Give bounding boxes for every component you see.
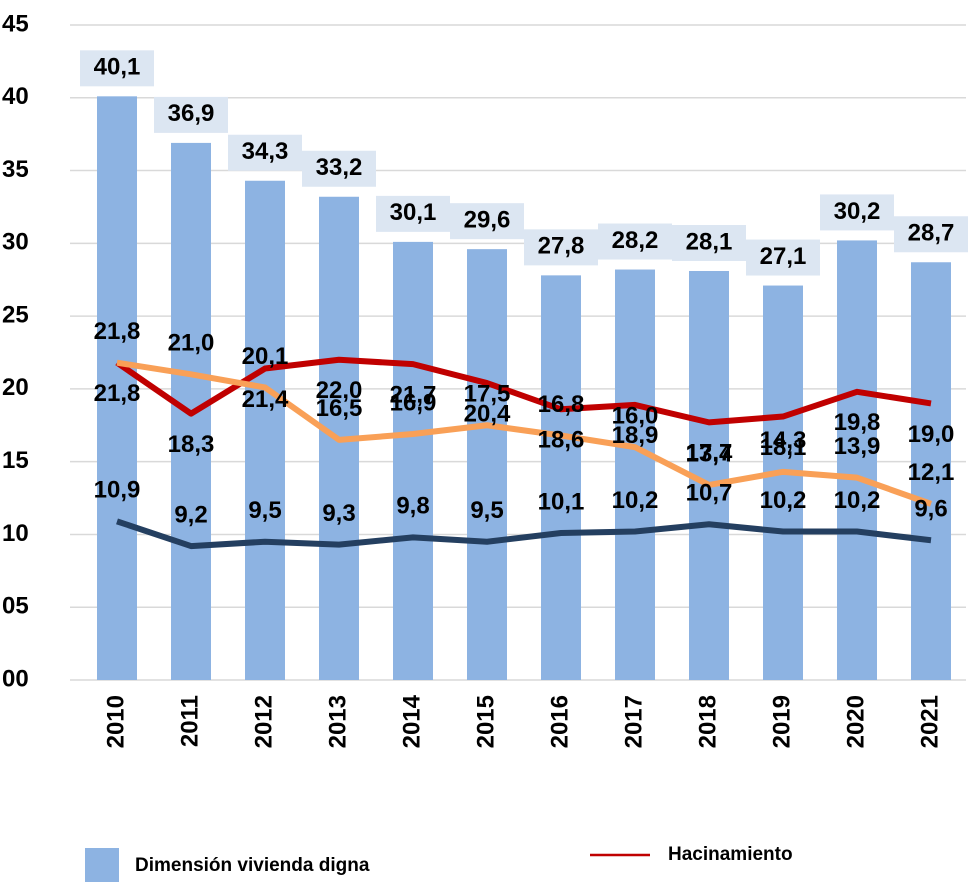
data-label: 16,5 (316, 395, 363, 422)
data-label: 40,1 (94, 54, 141, 81)
label-box (154, 96, 228, 133)
data-label: 30,2 (834, 198, 881, 225)
legend-label: Hacinamiento (668, 844, 793, 865)
data-label: 14,3 (760, 427, 807, 454)
data-label: 18,3 (168, 431, 215, 458)
data-label: 33,2 (316, 154, 363, 181)
bar (615, 269, 655, 680)
bar (245, 180, 285, 680)
label-box (228, 134, 302, 171)
data-label: 16,9 (390, 389, 437, 416)
legend-swatch (85, 848, 119, 882)
data-label: 18,1 (760, 434, 807, 461)
y-tick-label: 25 (2, 301, 29, 328)
data-label: 22,0 (316, 377, 363, 404)
label-box (672, 224, 746, 261)
data-label: 9,6 (914, 496, 947, 523)
bar (763, 285, 803, 680)
line (116, 518, 932, 550)
legend-label: Dimensión vivienda digna (135, 855, 370, 876)
label-box (450, 203, 524, 240)
data-label: 12,1 (908, 459, 955, 486)
data-label: 19,0 (908, 421, 955, 448)
line (115, 356, 932, 426)
data-label: 30,1 (390, 199, 437, 226)
data-label: 20,1 (242, 343, 289, 370)
data-label: 13,9 (834, 433, 881, 460)
data-label: 20,4 (464, 400, 511, 427)
data-label: 28,1 (686, 228, 733, 255)
label-box (598, 223, 672, 260)
data-label: 17,5 (464, 381, 511, 408)
data-label: 17,7 (686, 440, 733, 467)
x-tick-label: 2016 (546, 695, 573, 748)
data-label: 9,2 (174, 501, 207, 528)
bar (837, 240, 877, 680)
label-box (376, 195, 450, 232)
data-label: 10,7 (686, 480, 733, 507)
y-tick-label: 40 (2, 83, 29, 110)
bar (541, 275, 581, 680)
bar (393, 241, 433, 680)
data-label: 9,3 (322, 500, 355, 527)
y-tick-label: 00 (2, 665, 29, 692)
label-box (524, 229, 598, 266)
data-label: 21,8 (94, 380, 141, 407)
data-label: 27,1 (760, 243, 807, 270)
line (116, 359, 933, 507)
y-tick-label: 35 (2, 156, 29, 183)
x-tick-label: 2020 (842, 695, 869, 748)
x-tick-label: 2011 (176, 695, 203, 747)
x-tick-label: 2018 (694, 695, 721, 748)
data-label: 27,8 (538, 233, 585, 260)
bar (911, 262, 951, 680)
label-box (894, 216, 968, 253)
data-label: 10,2 (612, 487, 659, 514)
data-label: 21,7 (390, 381, 437, 408)
data-label: 18,6 (538, 427, 585, 454)
data-label: 21,4 (242, 386, 289, 413)
bar (97, 96, 137, 681)
data-label: 28,2 (612, 227, 659, 254)
data-label: 9,5 (248, 497, 281, 524)
x-tick-label: 2021 (916, 695, 943, 748)
data-label: 10,1 (538, 488, 585, 515)
data-label: 21,0 (168, 330, 215, 357)
data-label: 16,8 (538, 391, 585, 418)
x-tick-label: 2014 (398, 694, 425, 748)
data-label: 21,8 (94, 318, 141, 345)
data-label: 18,9 (612, 422, 659, 449)
data-label: 29,6 (464, 206, 511, 233)
data-label: 10,9 (94, 477, 141, 504)
bar (467, 249, 507, 680)
data-label: 13,4 (686, 440, 733, 467)
y-tick-label: 45 (2, 10, 29, 37)
data-label: 9,8 (396, 493, 429, 520)
data-label: 9,5 (470, 497, 503, 524)
x-tick-label: 2013 (324, 695, 351, 748)
y-tick-label: 15 (2, 447, 29, 474)
label-box (80, 50, 154, 87)
x-tick-label: 2012 (250, 695, 277, 748)
x-tick-label: 2010 (102, 695, 129, 748)
data-label: 36,9 (168, 100, 215, 127)
data-label: 28,7 (908, 220, 955, 247)
label-box (302, 150, 376, 187)
y-tick-label: 05 (2, 593, 29, 620)
data-label: 10,2 (834, 487, 881, 514)
data-label: 16,0 (612, 402, 659, 429)
data-label: 34,3 (242, 138, 289, 165)
label-box (746, 239, 820, 276)
label-box (820, 194, 894, 231)
data-label: 19,8 (834, 409, 881, 436)
data-label: 10,2 (760, 487, 807, 514)
y-tick-label: 20 (2, 374, 29, 401)
y-tick-label: 10 (2, 520, 29, 547)
x-tick-label: 2015 (472, 695, 499, 748)
x-tick-label: 2017 (620, 695, 647, 748)
y-tick-label: 30 (2, 229, 29, 256)
x-tick-label: 2019 (768, 695, 795, 748)
